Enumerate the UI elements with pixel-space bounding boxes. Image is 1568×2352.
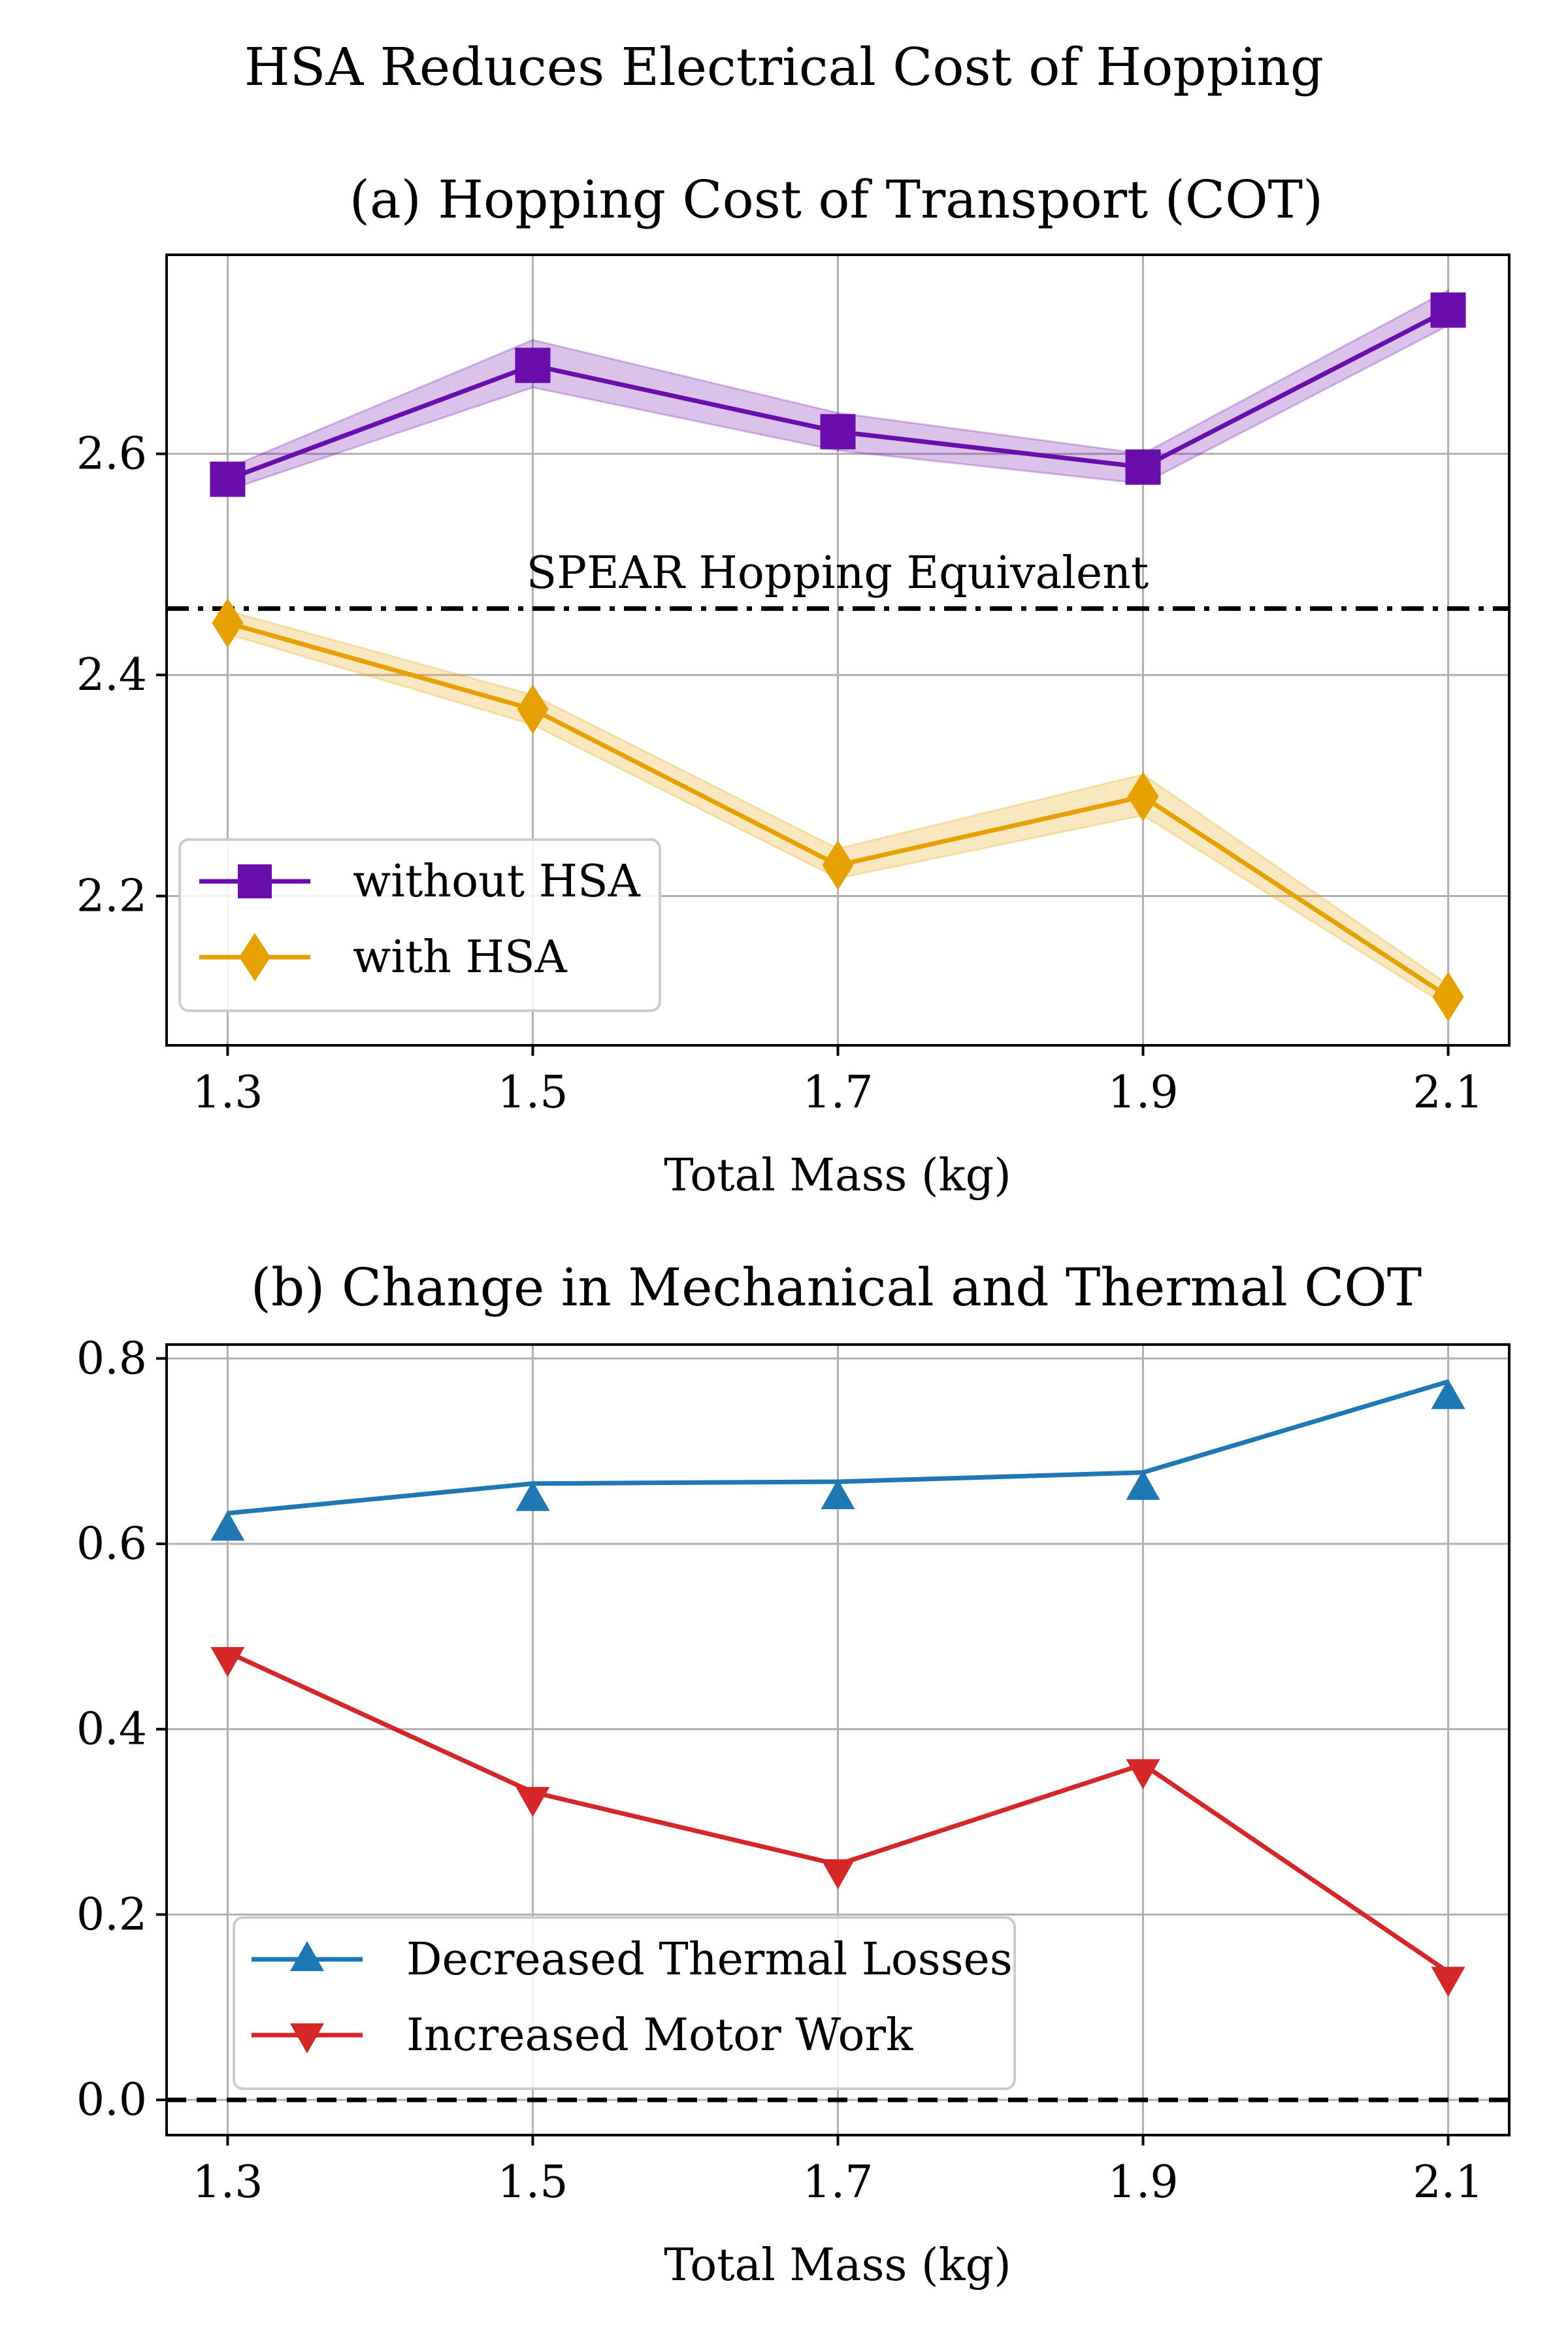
y-tick-label: 0.4 — [76, 1704, 147, 1756]
panel-b-x-axis: 1.3 1.5 1.7 1.9 2.1 — [192, 2135, 1484, 2208]
x-tick-label: 1.7 — [802, 1067, 873, 1119]
data-point-diamond — [1432, 972, 1464, 1022]
data-point-triangle-up — [1126, 1469, 1160, 1500]
y-tick-label: 0.0 — [76, 2074, 147, 2126]
panel-b-xlabel: Total Mass (kg) — [664, 2240, 1011, 2291]
x-tick-label: 1.9 — [1107, 1067, 1178, 1119]
panel-b-legend: Decreased Thermal Losses Increased Motor… — [233, 1916, 1016, 2090]
data-point-diamond — [822, 840, 854, 890]
y-tick-label: 2.6 — [76, 429, 147, 480]
data-point-square — [820, 414, 856, 449]
data-point-diamond — [517, 684, 549, 734]
panel-a-y-axis: 2.2 2.4 2.6 — [76, 429, 167, 923]
data-point-square — [210, 461, 246, 497]
y-tick-label: 2.4 — [76, 649, 147, 701]
panel-a-x-axis: 1.3 1.5 1.7 1.9 2.1 — [192, 1045, 1484, 1119]
y-tick-label: 0.6 — [76, 1518, 147, 1570]
data-point-triangle-down — [821, 1859, 855, 1889]
panel-b-legend-box — [233, 1916, 1016, 2090]
panel-a-title: (a) Hopping Cost of Transport (COT) — [350, 169, 1324, 230]
legend-label-thermal: Decreased Thermal Losses — [406, 1934, 1013, 1985]
x-tick-label: 2.1 — [1413, 2157, 1484, 2208]
panel-a-markers — [210, 292, 1466, 1022]
panel-a: (a) Hopping Cost of Transport (COT) SPEA… — [76, 169, 1511, 1201]
legend-label-without-hsa: without HSA — [353, 856, 641, 907]
panel-b-markers — [210, 1379, 1465, 1997]
panel-a-legend: without HSA with HSA — [178, 838, 661, 1012]
reference-line-label: SPEAR Hopping Equivalent — [527, 547, 1149, 599]
legend-label-with-hsa: with HSA — [353, 932, 568, 983]
x-tick-label: 2.1 — [1413, 1067, 1484, 1119]
panel-b: (b) Change in Mechanical and Thermal COT… — [76, 1257, 1511, 2291]
data-point-triangle-up — [1431, 1379, 1465, 1409]
data-point-triangle-up — [515, 1480, 550, 1511]
x-tick-label: 1.3 — [192, 1067, 263, 1119]
x-tick-label: 1.9 — [1107, 2157, 1178, 2208]
data-point-square — [515, 348, 551, 384]
y-tick-label: 2.2 — [76, 871, 147, 923]
data-point-diamond — [212, 598, 244, 648]
legend-label-motor: Increased Motor Work — [406, 2010, 913, 2061]
panel-b-y-axis: 0.0 0.2 0.4 0.6 0.8 — [76, 1333, 167, 2126]
y-tick-label: 0.2 — [76, 1889, 147, 1940]
panel-a-xlabel: Total Mass (kg) — [664, 1150, 1011, 1201]
x-tick-label: 1.5 — [497, 1067, 568, 1119]
data-point-triangle-up — [821, 1478, 855, 1509]
data-point-triangle-down — [1431, 1967, 1465, 1997]
legend-marker-thermal — [290, 1941, 324, 1971]
data-point-triangle-down — [210, 1646, 245, 1677]
data-point-triangle-down — [1126, 1759, 1160, 1789]
x-tick-label: 1.3 — [192, 2157, 263, 2208]
legend-marker-motor — [290, 2023, 324, 2053]
x-tick-label: 1.5 — [497, 2157, 568, 2208]
figure-suptitle: HSA Reduces Electrical Cost of Hopping — [244, 37, 1324, 97]
data-point-square — [1430, 292, 1466, 328]
data-point-triangle-down — [515, 1787, 550, 1818]
data-point-square — [1125, 449, 1161, 485]
legend-marker-with-hsa — [239, 933, 270, 981]
y-tick-label: 0.8 — [76, 1333, 147, 1384]
data-point-triangle-up — [210, 1511, 245, 1541]
data-point-diamond — [1127, 772, 1159, 822]
x-tick-label: 1.7 — [802, 2157, 873, 2208]
panel-a-reference: SPEAR Hopping Equivalent — [167, 547, 1509, 612]
panel-b-title: (b) Change in Mechanical and Thermal COT — [251, 1257, 1422, 1318]
legend-marker-without-hsa — [238, 864, 272, 898]
